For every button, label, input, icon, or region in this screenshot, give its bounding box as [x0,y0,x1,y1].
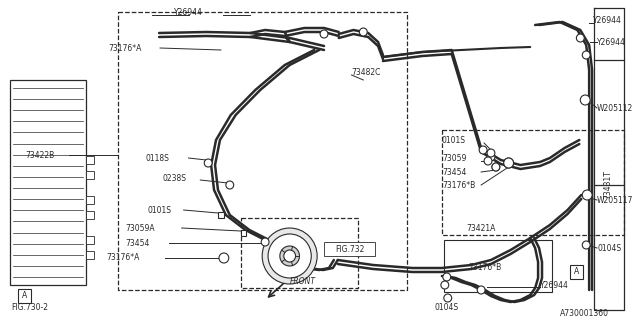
Text: FIG.730-2: FIG.730-2 [11,303,48,313]
Circle shape [504,158,513,168]
Bar [444,240,552,292]
Bar [218,212,224,218]
Text: Y26944: Y26944 [597,37,626,46]
Bar [10,80,86,285]
Text: 73176*B: 73176*B [442,180,475,189]
Text: 73421A: 73421A [467,223,496,233]
Text: 0101S: 0101S [442,135,466,145]
Bar [86,171,94,179]
Circle shape [262,228,317,284]
Text: 73059A: 73059A [125,223,156,233]
Circle shape [360,28,367,36]
Circle shape [582,190,592,200]
Bar [18,289,31,303]
Text: FRONT: FRONT [290,277,316,286]
Circle shape [580,95,590,105]
Text: 73059: 73059 [442,154,466,163]
Text: 0104S: 0104S [597,244,621,252]
Text: W205117: W205117 [597,196,634,204]
Circle shape [443,273,451,281]
Circle shape [504,158,513,168]
Text: 73176*B: 73176*B [468,263,502,273]
Bar [86,196,94,204]
Circle shape [487,153,495,161]
Text: Y26944: Y26944 [593,15,622,25]
Circle shape [280,246,300,266]
Text: 73454: 73454 [125,238,150,247]
Circle shape [226,181,234,189]
Text: Y26944: Y26944 [174,7,203,17]
Circle shape [320,30,328,38]
Text: A: A [22,292,27,300]
Text: 73176*A: 73176*A [106,253,140,262]
Bar [86,211,94,219]
Text: 73454: 73454 [442,167,466,177]
Circle shape [487,149,495,157]
Bar [86,156,94,164]
Circle shape [444,294,452,302]
Text: 0118S: 0118S [145,154,169,163]
Bar [86,236,94,244]
Bar [86,251,94,259]
Text: A: A [573,268,579,276]
Circle shape [284,250,296,262]
Bar [570,265,583,279]
Circle shape [479,146,487,154]
Text: 73422B: 73422B [26,150,55,159]
Text: 0101S: 0101S [147,205,172,214]
Circle shape [484,157,492,165]
Bar [324,242,375,256]
Text: 73431T: 73431T [604,171,612,199]
Circle shape [219,253,228,263]
Circle shape [441,281,449,289]
Text: W205112: W205112 [597,103,633,113]
Text: 0238S: 0238S [162,173,186,182]
Text: A730001360: A730001360 [560,308,609,317]
Bar [241,230,246,236]
Circle shape [492,163,500,171]
Circle shape [204,159,212,167]
Circle shape [261,238,269,246]
Text: 73482C: 73482C [351,68,381,76]
Text: 73176*A: 73176*A [108,44,141,52]
Circle shape [582,51,590,59]
Circle shape [492,163,500,171]
Circle shape [268,234,311,278]
Text: 0104S: 0104S [435,303,459,313]
Circle shape [477,286,485,294]
Circle shape [582,241,590,249]
Text: Y26944: Y26944 [540,281,569,290]
Circle shape [577,34,584,42]
Text: FIG.732: FIG.732 [335,244,364,253]
